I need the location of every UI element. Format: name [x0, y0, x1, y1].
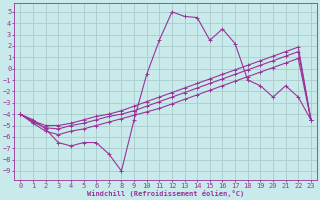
X-axis label: Windchill (Refroidissement éolien,°C): Windchill (Refroidissement éolien,°C) [87, 190, 244, 197]
